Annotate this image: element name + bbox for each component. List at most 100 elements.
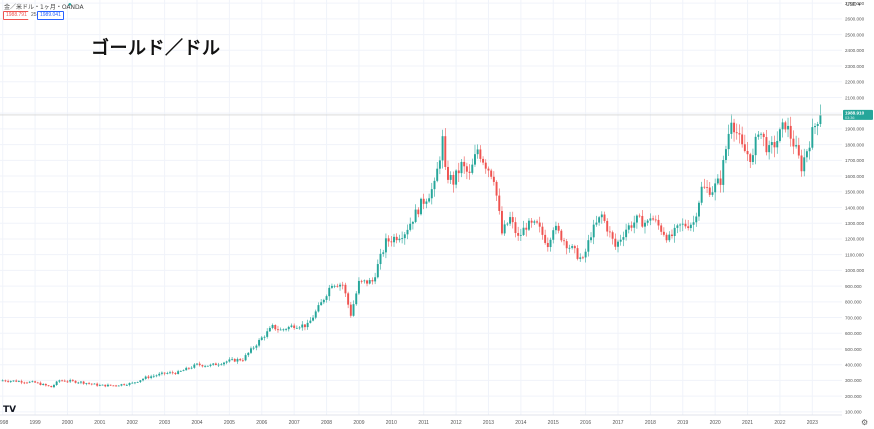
candle-body[interactable] (784, 122, 787, 130)
candle-body[interactable] (53, 385, 55, 388)
candle-body[interactable] (760, 133, 763, 135)
candle-body[interactable] (417, 209, 420, 215)
candle-body[interactable] (563, 240, 566, 242)
candle-body[interactable] (819, 114, 822, 125)
candle-body[interactable] (716, 178, 719, 184)
candle-body[interactable] (317, 305, 320, 312)
candle-body[interactable] (581, 257, 584, 259)
candle-body[interactable] (303, 324, 306, 328)
candle-body[interactable] (492, 176, 495, 182)
candle-body[interactable] (255, 345, 258, 348)
candle-body[interactable] (290, 325, 293, 327)
candle-body[interactable] (619, 239, 622, 242)
candle-body[interactable] (549, 239, 552, 248)
candle-body[interactable] (285, 329, 288, 330)
candle-body[interactable] (438, 160, 441, 169)
candle-body[interactable] (749, 154, 752, 162)
candle-body[interactable] (160, 372, 163, 374)
candle-body[interactable] (679, 224, 682, 226)
candle-body[interactable] (500, 210, 503, 234)
candle-body[interactable] (26, 382, 28, 384)
candle-body[interactable] (115, 385, 118, 387)
candle-body[interactable] (93, 383, 96, 385)
candle-body[interactable] (441, 136, 444, 161)
candle-body[interactable] (662, 231, 665, 235)
candle-body[interactable] (671, 234, 673, 237)
candle-body[interactable] (120, 384, 123, 386)
candle-body[interactable] (268, 327, 271, 332)
candle-body[interactable] (676, 225, 679, 228)
candle-body[interactable] (196, 363, 198, 365)
candle-body[interactable] (276, 329, 279, 331)
candle-body[interactable] (568, 247, 571, 249)
candle-body[interactable] (223, 362, 225, 365)
candle-body[interactable] (47, 385, 50, 387)
candle-body[interactable] (484, 162, 487, 169)
candle-body[interactable] (719, 178, 722, 185)
candle-body[interactable] (85, 383, 88, 385)
candle-body[interactable] (611, 232, 614, 239)
candle-body[interactable] (781, 122, 784, 130)
candle-body[interactable] (125, 384, 128, 386)
candle-body[interactable] (174, 373, 177, 374)
candle-body[interactable] (82, 381, 85, 384)
candle-body[interactable] (411, 221, 414, 224)
candle-body[interactable] (7, 381, 10, 382)
candle-body[interactable] (803, 157, 806, 172)
candle-body[interactable] (96, 383, 99, 386)
candle-body[interactable] (171, 372, 174, 374)
candle-body[interactable] (608, 231, 611, 233)
candle-body[interactable] (306, 322, 309, 328)
candle-body[interactable] (778, 129, 781, 141)
candle-body[interactable] (393, 236, 395, 243)
candle-body[interactable] (665, 234, 668, 241)
candle-body[interactable] (206, 365, 209, 367)
candle-body[interactable] (4, 380, 7, 382)
candle-body[interactable] (228, 359, 231, 362)
candle-body[interactable] (298, 327, 301, 329)
candle-body[interactable] (347, 293, 350, 305)
candle-body[interactable] (314, 311, 317, 318)
candle-body[interactable] (560, 230, 563, 241)
candle-body[interactable] (198, 363, 201, 366)
candle-series[interactable] (1, 104, 822, 389)
candle-body[interactable] (452, 174, 455, 185)
candle-body[interactable] (136, 381, 139, 383)
candle-body[interactable] (797, 145, 800, 156)
candle-body[interactable] (565, 241, 568, 249)
candle-body[interactable] (236, 359, 239, 362)
candle-body[interactable] (482, 158, 485, 163)
candle-body[interactable] (792, 138, 795, 147)
candle-body[interactable] (325, 296, 328, 300)
candle-body[interactable] (104, 384, 107, 387)
candle-body[interactable] (646, 220, 649, 223)
candle-body[interactable] (776, 140, 779, 148)
candle-body[interactable] (576, 248, 579, 259)
candle-body[interactable] (366, 280, 368, 284)
candle-body[interactable] (633, 222, 636, 228)
candle-body[interactable] (333, 285, 336, 287)
candle-body[interactable] (274, 325, 277, 330)
candle-body[interactable] (117, 385, 120, 387)
candle-body[interactable] (336, 285, 339, 287)
candle-body[interactable] (23, 382, 26, 384)
candle-body[interactable] (150, 376, 153, 378)
candle-body[interactable] (252, 347, 255, 349)
candle-body[interactable] (541, 226, 544, 235)
candle-body[interactable] (697, 202, 700, 217)
candle-body[interactable] (133, 382, 136, 384)
candle-body[interactable] (144, 376, 147, 379)
candle-body[interactable] (239, 359, 242, 361)
candle-body[interactable] (447, 166, 449, 180)
candle-body[interactable] (703, 186, 706, 188)
candle-body[interactable] (649, 218, 652, 221)
candle-body[interactable] (201, 365, 204, 367)
candle-body[interactable] (90, 383, 93, 385)
candle-body[interactable] (741, 134, 744, 145)
candle-body[interactable] (193, 364, 196, 368)
candle-body[interactable] (403, 234, 406, 239)
candle-body[interactable] (139, 380, 142, 382)
candle-body[interactable] (185, 367, 188, 371)
candle-body[interactable] (660, 225, 663, 232)
